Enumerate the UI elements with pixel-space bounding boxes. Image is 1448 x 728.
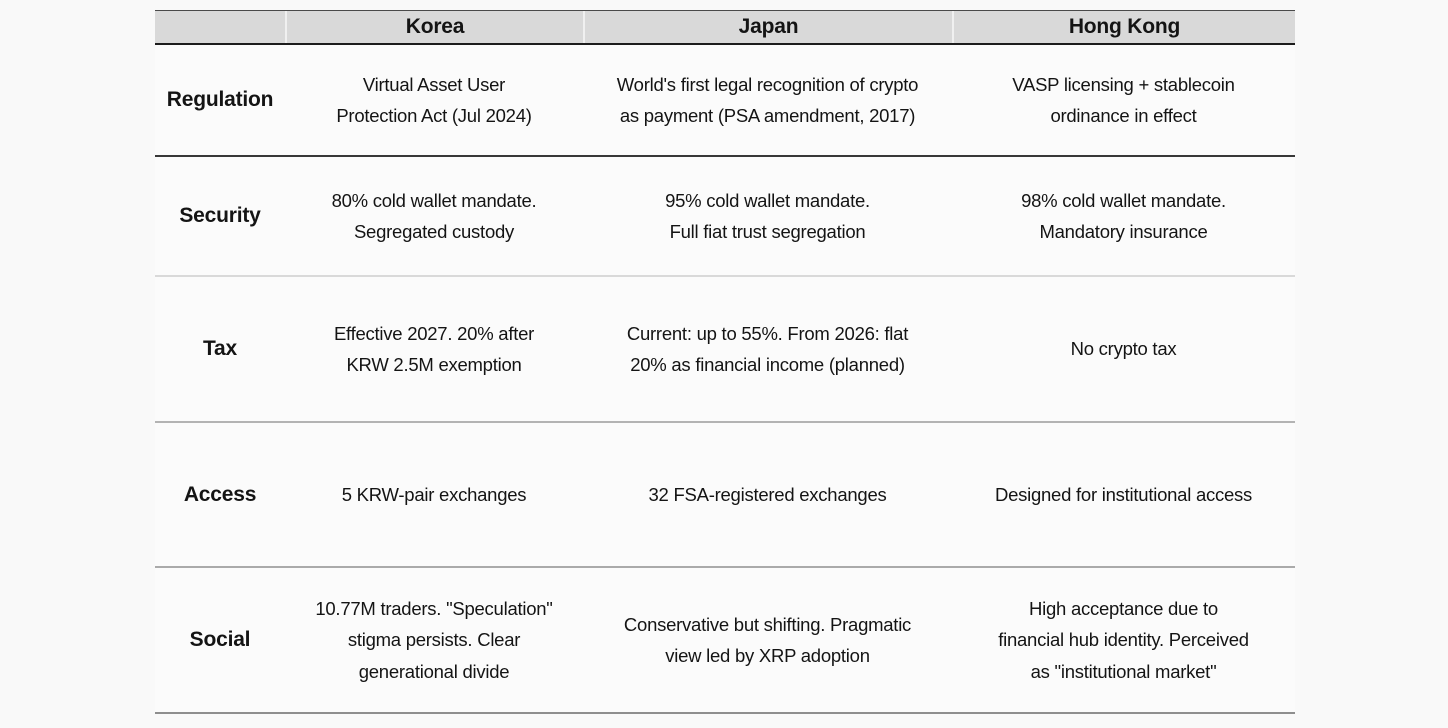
cell-text: Effective 2027. 20% after KRW 2.5M exemp…	[333, 322, 535, 375]
cell-tax-hong-kong: No crypto tax	[952, 277, 1295, 421]
cell-security-korea: 80% cold wallet mandate. Segregated cust…	[285, 157, 583, 275]
cell-text: VASP licensing + stablecoin ordinance in…	[1012, 73, 1235, 126]
row-label-tax: Tax	[202, 337, 238, 360]
row-label-regulation: Regulation	[166, 88, 274, 111]
table-header-row: Korea Japan Hong Kong	[155, 10, 1295, 45]
cell-access-hong-kong: Designed for institutional access	[952, 423, 1295, 566]
comparison-table: Korea Japan Hong Kong Regulation Virtual…	[155, 10, 1295, 714]
cell-text: 10.77M traders. "Speculation" stigma per…	[315, 597, 553, 682]
cell-text: 32 FSA-registered exchanges	[648, 483, 887, 505]
cell-tax-korea: Effective 2027. 20% after KRW 2.5M exemp…	[285, 277, 583, 421]
cell-text: No crypto tax	[1070, 338, 1177, 360]
cell-security-hong-kong: 98% cold wallet mandate. Mandatory insur…	[952, 157, 1295, 275]
column-header-hong-kong: Hong Kong	[952, 11, 1295, 43]
cell-tax-japan: Current: up to 55%. From 2026: flat 20% …	[583, 277, 952, 421]
table-row-social: Social 10.77M traders. "Speculation" sti…	[155, 568, 1295, 714]
column-header-korea: Korea	[285, 11, 583, 43]
cell-regulation-japan: World's first legal recognition of crypt…	[583, 45, 952, 155]
cell-access-japan: 32 FSA-registered exchanges	[583, 423, 952, 566]
cell-regulation-korea: Virtual Asset User Protection Act (Jul 2…	[285, 45, 583, 155]
cell-text: Virtual Asset User Protection Act (Jul 2…	[336, 73, 532, 126]
table-row-access: Access 5 KRW-pair exchanges 32 FSA-regis…	[155, 423, 1295, 568]
cell-text: 5 KRW-pair exchanges	[341, 483, 527, 505]
corner-cell	[155, 11, 285, 43]
cell-text: 95% cold wallet mandate. Full fiat trust…	[665, 189, 870, 242]
cell-text: High acceptance due to financial hub ide…	[998, 597, 1249, 682]
row-label-security: Security	[179, 204, 261, 227]
cell-security-japan: 95% cold wallet mandate. Full fiat trust…	[583, 157, 952, 275]
table-row-tax: Tax Effective 2027. 20% after KRW 2.5M e…	[155, 277, 1295, 423]
cell-social-japan: Conservative but shifting. Pragmatic vie…	[583, 568, 952, 712]
cell-text: 80% cold wallet mandate. Segregated cust…	[331, 189, 537, 242]
cell-regulation-hong-kong: VASP licensing + stablecoin ordinance in…	[952, 45, 1295, 155]
row-label-social: Social	[189, 628, 251, 651]
table-row-security: Security 80% cold wallet mandate. Segreg…	[155, 157, 1295, 277]
cell-access-korea: 5 KRW-pair exchanges	[285, 423, 583, 566]
cell-social-hong-kong: High acceptance due to financial hub ide…	[952, 568, 1295, 712]
cell-text: World's first legal recognition of crypt…	[616, 73, 919, 126]
column-header-japan: Japan	[583, 11, 952, 43]
cell-text: Current: up to 55%. From 2026: flat 20% …	[626, 322, 909, 375]
cell-text: Conservative but shifting. Pragmatic vie…	[623, 613, 912, 666]
cell-text: 98% cold wallet mandate. Mandatory insur…	[1021, 189, 1226, 242]
cell-social-korea: 10.77M traders. "Speculation" stigma per…	[285, 568, 583, 712]
cell-text: Designed for institutional access	[994, 483, 1253, 505]
row-label-access: Access	[183, 482, 257, 506]
table-row-regulation: Regulation Virtual Asset User Protection…	[155, 45, 1295, 157]
